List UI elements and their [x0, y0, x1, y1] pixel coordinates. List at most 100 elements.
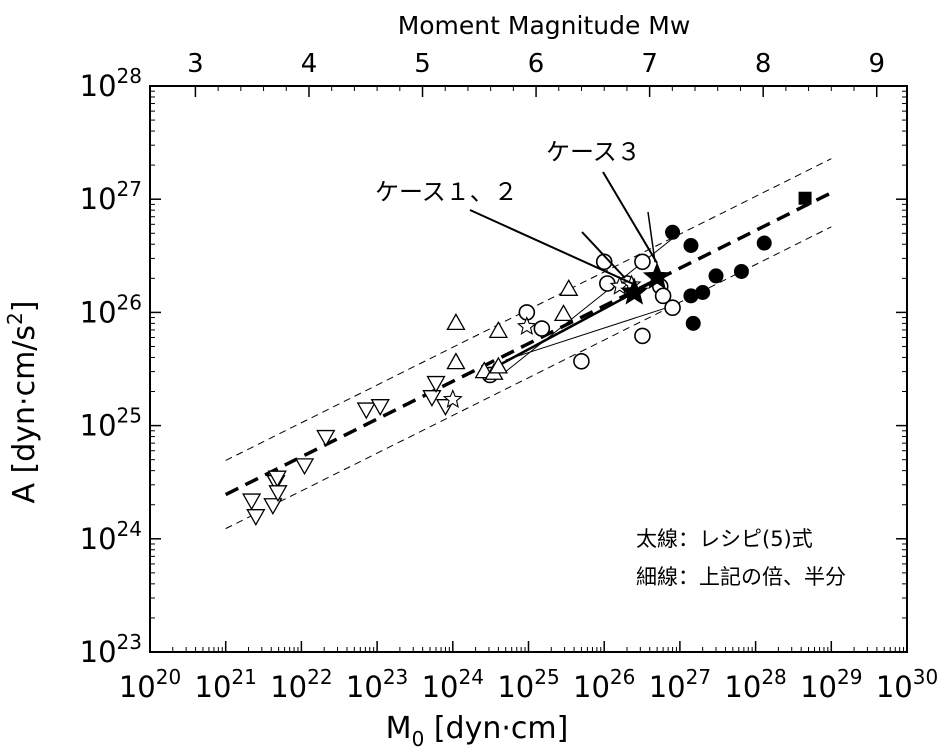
data-points: [242, 191, 812, 527]
x-tick-exp: 23: [383, 665, 408, 689]
x-tick-label: 1024: [422, 665, 484, 704]
triangle-down-point: [267, 470, 287, 488]
y-tick-label: 1025: [80, 404, 142, 443]
y-tick-base: 10: [80, 522, 117, 556]
top-axis-label: Moment Magnitude Mw: [398, 11, 691, 40]
y-tick-exp: 26: [117, 290, 142, 314]
y-tick-label: 1023: [80, 630, 142, 669]
x-tick-exp: 26: [610, 665, 635, 689]
x-tick-exp: 22: [307, 665, 332, 689]
triangle-up-point: [446, 313, 466, 331]
recipe-line: [224, 191, 833, 497]
top-tick-label: 6: [528, 49, 545, 79]
fit-lines: [224, 158, 833, 530]
filled-circle-point: [708, 268, 724, 284]
y-tick-exp: 24: [117, 517, 142, 541]
x-tick-exp: 24: [459, 665, 484, 689]
x-tick-base: 10: [800, 670, 837, 704]
y-tick-exp: 23: [117, 630, 142, 654]
annotations: ケース３ ケース１、２: [375, 138, 658, 286]
triangle-down-point: [242, 493, 262, 511]
top-tick-label: 5: [414, 49, 431, 79]
filled-circle-point: [665, 224, 681, 240]
open-circle-point: [533, 320, 551, 337]
x-axis-label-sub: 0: [412, 727, 425, 751]
triangle-down-point: [268, 485, 288, 503]
legend-note-thin: 細線：上記の倍、半分: [636, 565, 846, 589]
top-tick-label: 3: [187, 49, 204, 79]
legend-note-bold: 太線：レシピ(5)式: [636, 527, 813, 551]
y-axis-label-main: A [dyn·cm/s: [7, 325, 42, 504]
x-axis-label-unit: [dyn·cm]: [424, 711, 568, 746]
x-tick-label: 1028: [724, 665, 786, 704]
x-tick-base: 10: [497, 670, 534, 704]
x-tick-exp: 28: [761, 665, 786, 689]
x-tick-label: 1026: [573, 665, 635, 704]
x-axis-label-main: M: [386, 711, 412, 746]
triangle-down-point: [316, 429, 336, 447]
filled-circle-point: [685, 315, 701, 331]
filled-circle-point: [683, 288, 699, 304]
x-tick-label: 1029: [800, 665, 862, 704]
top-tick-label: 4: [301, 49, 318, 79]
y-tick-base: 10: [80, 635, 117, 669]
x-tick-base: 10: [119, 670, 156, 704]
x-tick-label: 1022: [270, 665, 332, 704]
y-axis-label-end: ]: [7, 300, 42, 312]
triangle-up-point: [488, 356, 508, 374]
x-tick-label: 1025: [497, 665, 559, 704]
y-tick-base: 10: [80, 182, 117, 216]
triangle-down-point: [426, 375, 446, 393]
top-tick-label: 8: [755, 49, 772, 79]
x-tick-exp: 20: [156, 665, 181, 689]
triangle-down-point: [263, 498, 283, 516]
x-tick-exp: 27: [686, 665, 711, 689]
x-tick-label: 1020: [119, 665, 181, 704]
y-tick-label: 1026: [80, 290, 142, 329]
annotation-case12: ケース１、２: [375, 178, 518, 206]
y-axis-label-sup: 2: [3, 312, 27, 325]
open-star-point: [442, 389, 463, 408]
x-tick-label: 1027: [649, 665, 711, 704]
open-star-point: [516, 316, 537, 335]
y-tick-base: 10: [80, 69, 117, 103]
annotation-leader-extra: [581, 231, 626, 279]
annotation-case3-leader: [602, 171, 658, 264]
x-tick-label: 1023: [346, 665, 408, 704]
filled-square-point: [798, 191, 812, 205]
open-circle-point: [634, 253, 651, 271]
triangle-down-point: [356, 402, 376, 420]
y-tick-exp: 25: [117, 404, 142, 428]
filled-circle-point: [683, 237, 699, 253]
top-tick-label: 7: [641, 49, 658, 79]
thin-line: [505, 302, 681, 361]
x-tick-base: 10: [195, 670, 232, 704]
x-tick-label: 1030: [876, 665, 938, 704]
triangle-up-point: [446, 352, 466, 370]
x-tick-base: 10: [876, 670, 913, 704]
open-circle-point: [573, 352, 590, 370]
triangle-down-point: [246, 509, 266, 527]
x-tick-exp: 21: [231, 665, 256, 689]
annotation-leader-extra: [647, 211, 656, 263]
x-tick-base: 10: [724, 670, 761, 704]
open-circle-point: [664, 299, 681, 317]
annotation-case3: ケース３: [546, 138, 641, 166]
x-tick-base: 10: [422, 670, 459, 704]
axes: 1020 1021 1022 1023 1024 1025 1026 1027 1028 1029…: [80, 49, 939, 704]
y-tick-base: 10: [80, 295, 117, 329]
filled-circle-point: [695, 284, 711, 300]
y-tick-label: 1028: [80, 64, 142, 103]
y-tick-exp: 28: [117, 64, 142, 88]
x-tick-base: 10: [573, 670, 610, 704]
x-tick-base: 10: [270, 670, 307, 704]
filled-circle-point: [756, 235, 772, 251]
open-circle-point: [634, 327, 651, 345]
open-circle-point: [595, 253, 613, 271]
y-tick-label: 1027: [80, 177, 142, 216]
triangle-up-point: [553, 304, 574, 322]
y-tick-label: 1024: [80, 517, 142, 556]
annotation-case12-leader: [469, 209, 635, 286]
triangle-down-point: [422, 390, 442, 408]
